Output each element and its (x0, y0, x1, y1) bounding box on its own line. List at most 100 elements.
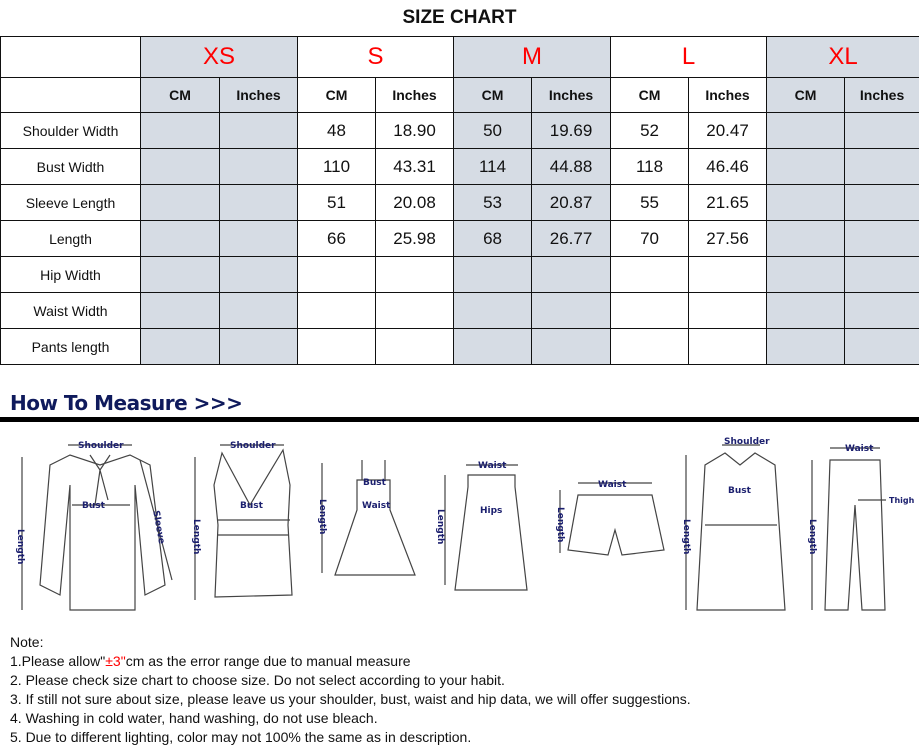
measurement-cell (297, 328, 377, 365)
measurement-cell (140, 148, 220, 185)
measurement-cell (531, 292, 612, 329)
row-label: Waist Width (0, 292, 141, 329)
measurement-cell (218, 220, 299, 257)
label-shoulder: Shoulder (230, 441, 276, 451)
unit-inches: Inches (375, 77, 455, 113)
measurement-cell: 20.87 (531, 184, 612, 221)
measurement-cell (844, 256, 919, 293)
measurement-cell (218, 112, 299, 149)
measurement-cell (844, 112, 919, 149)
measurement-cell: 20.08 (375, 184, 455, 221)
measurement-cell (844, 184, 919, 221)
measurement-cell (218, 292, 299, 329)
measurement-cell (453, 256, 533, 293)
measurement-cell: 44.88 (531, 148, 612, 185)
vest-illustration: Shoulder Bust Length (191, 441, 293, 600)
size-header-xl: XL (766, 36, 919, 78)
note-1-text-end: cm as the error range due to manual meas… (125, 653, 411, 669)
size-header-m: M (453, 36, 612, 78)
measurement-cell: 50 (453, 112, 533, 149)
measurement-cell: 43.31 (375, 148, 455, 185)
measurement-cell (297, 256, 377, 293)
label-bust: Bust (363, 478, 387, 488)
unit-cm: CM (297, 77, 377, 113)
size-chart-table: XS S M L XL CM Inches CM Inches CM Inches CM In… (0, 36, 919, 365)
measurement-cell (375, 292, 455, 329)
label-thigh: Thigh (889, 496, 915, 505)
unit-cm: CM (453, 77, 533, 113)
corner-cell (0, 77, 141, 113)
note-5: 5. Due to different lighting, color may … (10, 729, 472, 745)
label-bust: Bust (240, 501, 264, 511)
measurement-cell (610, 256, 690, 293)
label-waist: Waist (478, 461, 507, 471)
row-label: Length (0, 220, 141, 257)
size-header-s: S (297, 36, 455, 78)
measurement-cell (218, 328, 299, 365)
measurement-cell (688, 256, 768, 293)
note-2: 2. Please check size chart to choose siz… (10, 672, 505, 688)
measurement-cell (844, 220, 919, 257)
table-row: Pants length (0, 328, 919, 365)
label-bust: Bust (728, 486, 752, 496)
unit-inches: Inches (688, 77, 768, 113)
measurement-cell: 19.69 (531, 112, 612, 149)
note-1-tolerance: ±3" (105, 653, 126, 669)
row-label: Bust Width (0, 148, 141, 185)
measurement-cell (766, 292, 846, 329)
measurement-cell (766, 184, 846, 221)
measurement-cell: 66 (297, 220, 377, 257)
measurement-cell (140, 328, 220, 365)
note-1-text: 1.Please allow" (10, 653, 106, 669)
measurement-cell: 114 (453, 148, 533, 185)
measurement-cell (218, 148, 299, 185)
measurement-cell (531, 256, 612, 293)
measurement-cell: 21.65 (688, 184, 768, 221)
measurement-cell: 53 (453, 184, 533, 221)
measurement-cell (218, 256, 299, 293)
measurement-cell (766, 220, 846, 257)
measurement-cell: 68 (453, 220, 533, 257)
table-row: Sleeve Length 51 20.08 53 20.87 55 21.65 (0, 184, 919, 221)
size-header-xs: XS (139, 36, 299, 78)
label-waist: Waist (845, 444, 874, 454)
unit-cm: CM (610, 77, 690, 113)
measurement-cell: 25.98 (375, 220, 455, 257)
label-shoulder: Shoulder (724, 437, 770, 447)
shorts-illustration: Waist Length (555, 480, 665, 556)
measurement-illustrations: Shoulder Bust Length Sleeve Shoulder Bus… (15, 437, 915, 611)
measurement-cell (766, 256, 846, 293)
label-waist: Waist (362, 501, 391, 511)
label-length: Length (681, 519, 691, 554)
note-4: 4. Washing in cold water, hand washing, … (10, 710, 378, 726)
label-hips: Hips (480, 506, 502, 516)
table-row: Hip Width (0, 256, 919, 293)
measurement-cell (766, 148, 846, 185)
measurement-cell: 55 (610, 184, 690, 221)
measurement-cell (453, 328, 533, 365)
unit-inches: Inches (531, 77, 612, 113)
measurement-cell (844, 148, 919, 185)
measurement-cell: 70 (610, 220, 690, 257)
unit-inches: Inches (218, 77, 299, 113)
table-row: Length 66 25.98 68 26.77 70 27.56 (0, 220, 919, 257)
note-1: 1.Please allow"±3"cm as the error range … (10, 652, 691, 671)
label-shoulder: Shoulder (78, 441, 124, 451)
measurement-cell (375, 328, 455, 365)
measurement-cell (610, 292, 690, 329)
measurement-cell (140, 184, 220, 221)
label-length: Length (317, 499, 327, 534)
note-3: 3. If still not sure about size, please … (10, 691, 691, 707)
blouse-illustration: Shoulder Bust Length Sleeve (15, 441, 173, 611)
measurement-cell: 46.46 (688, 148, 768, 185)
measurement-cell: 18.90 (375, 112, 455, 149)
measurement-cell: 20.47 (688, 112, 768, 149)
measurement-cell: 51 (297, 184, 377, 221)
measurement-cell (766, 328, 846, 365)
table-row: Waist Width (0, 292, 919, 329)
measurement-cell (844, 328, 919, 365)
table-row: Bust Width 110 43.31 114 44.88 118 46.46 (0, 148, 919, 185)
page-title: SIZE CHART (402, 7, 517, 28)
divider (0, 417, 919, 422)
unit-inches: Inches (844, 77, 919, 113)
